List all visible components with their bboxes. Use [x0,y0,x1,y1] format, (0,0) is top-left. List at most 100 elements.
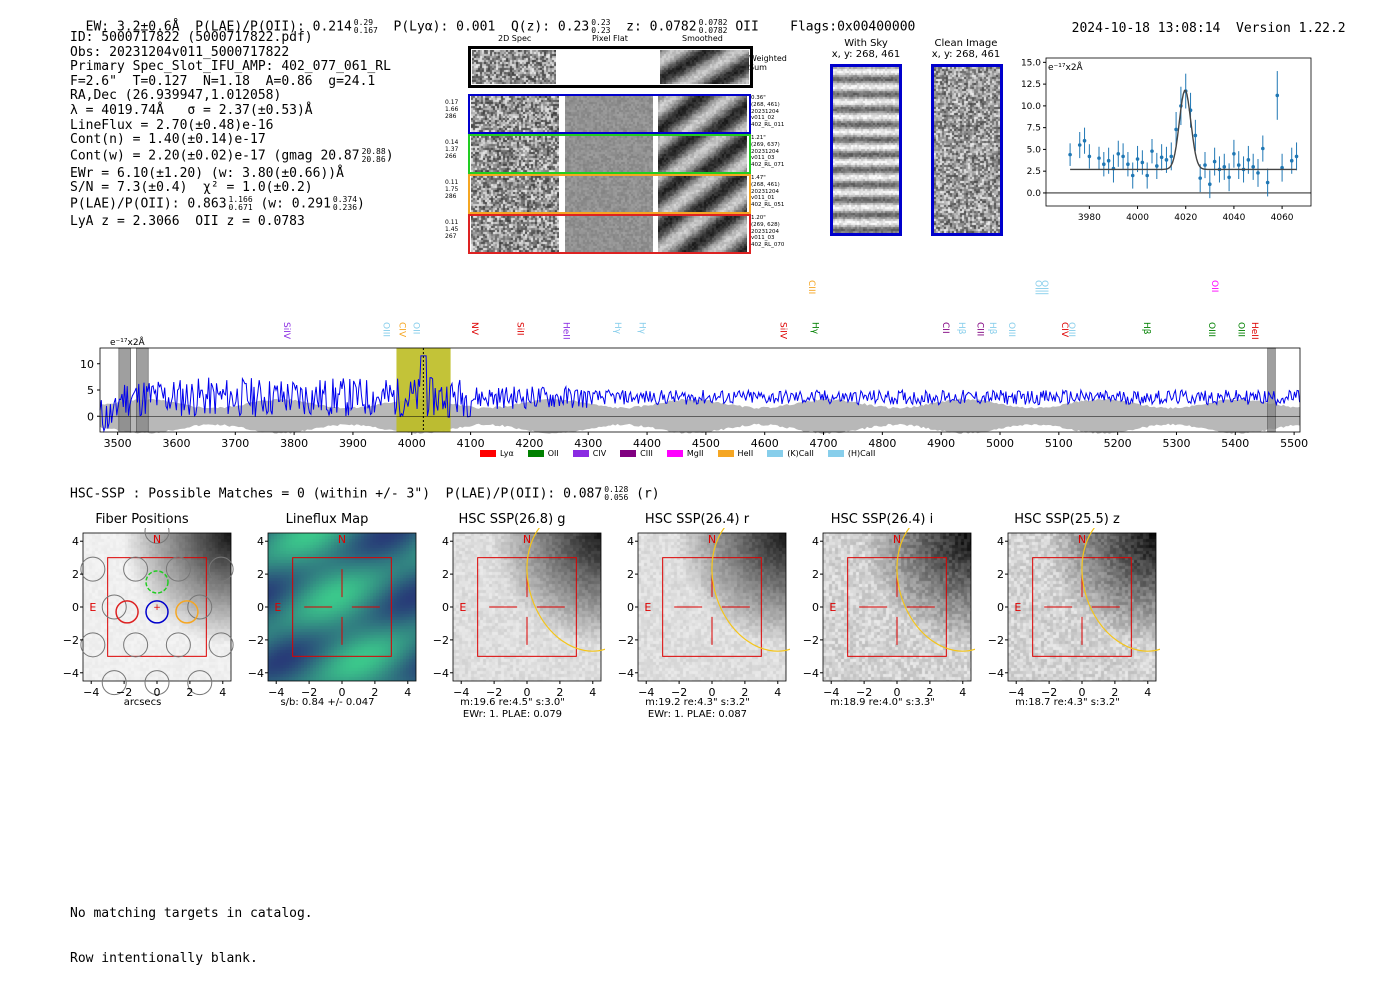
spectrum-line-label: CIII [806,280,816,294]
zoom-ytick-label: 15.0 [1021,58,1041,68]
header-plae-sub: 0.167 [353,26,378,35]
hsc-xtick-label: 4 [589,686,596,699]
legend-item: (H)CaII [827,449,875,458]
spectrum-line-label: Hβ [1141,322,1151,335]
hsc-xtick-label: −4 [268,686,284,699]
hsc-panel-plot: N E 4 2 0 −2 −4 −4 −2 0 2 4 [618,528,790,699]
hsc-xtick-label: −2 [671,686,687,699]
zoom-unit-label: e⁻¹⁷x2Å [1048,61,1084,73]
hsc-panel-title: HSC SSP(26.8) g [458,512,566,527]
hsc-xtick-label: −4 [83,686,99,699]
hsc-panel-plot: N E 4 2 0 −2 −4 −4 −2 0 2 4 [988,528,1160,699]
cutout-row-left-0: 0.17 1.66 286 [445,99,458,120]
header-qz-sup: 0.23 [591,18,611,27]
info-plae: P(LAE)/P(OII): 0.863 [70,196,227,212]
hsc-caption-line1: m:19.2 re:4.3" s:3.2" [645,697,750,708]
zoom-point [1193,133,1198,138]
hsc-panel-caption: arcsecs [60,697,225,709]
zoom-ytick-label: 2.5 [1027,167,1041,177]
cutout-row-left-val: 286 [445,193,457,200]
hsc-ytick-label: 4 [627,535,634,548]
spectrum-line-label: SiII [515,322,525,336]
hsc-xtick-label: 4 [404,686,411,699]
zoom-point [1261,146,1265,151]
hsc-galaxy-ellipse [1081,528,1160,652]
info-fwhm: F=2.6" T=0.127 N=1.18 A=0.86 g=24.1 [70,73,376,89]
hsc-east-label: E [274,601,281,614]
zoom-point [1097,156,1101,160]
cutout-row-left-2: 0.11 1.75 286 [445,179,458,200]
spectrum-xtick-label: 4000 [398,437,426,450]
info-plae-w: (w: 0.291 [260,196,331,212]
hsc-panel-title: Lineflux Map [285,512,369,527]
hsc-galaxy-ellipse [526,528,605,652]
zoom-point [1289,158,1294,163]
hsc-ytick-label: 2 [997,568,1004,581]
hsc-summary-sup: 0.128 [604,485,629,494]
info-contn: Cont(n) = 1.40(±0.14)e-17 [70,132,266,148]
header-qz: Q(z): 0.23 [510,19,590,35]
zoom-point [1102,162,1106,167]
zoom-point [1150,149,1154,153]
zoom-ytick-label: 7.5 [1027,124,1041,134]
cutout-col-label-2: Smoothed [682,34,723,43]
spectrum-line-label: Hβ [987,322,997,335]
cutout-row-right-val: v011_01 [751,195,775,202]
hsc-panel-plot: + N E 4 2 0 −2 −4 −4 −2 0 2 4 [63,528,234,699]
hsc-north-label: N [338,533,346,546]
hsc-xtick-label: 4 [219,686,226,699]
zoom-frame [1045,57,1312,207]
cutout-row-right-val: 402_RL_070 [751,242,785,249]
info-plae-sup: 1.166 [228,194,253,204]
cutout-row-right-1: 1.21" (269, 637) 20231204 v011_03 402_RL_071 [751,135,784,169]
cutout-row-left-val: 0.17 [445,99,459,106]
spectrum-xtick-label: 3700 [221,437,249,450]
hsc-east-label: E [644,601,651,614]
hsc-xtick-label: 0 [1079,686,1086,699]
spectrum-ytick-label: 5 [87,384,94,397]
spectrum-xtick-label: 4700 [810,437,838,450]
clean-image [931,64,1003,236]
hsc-panel-image [268,533,416,681]
info-plae-sub: 0.671 [228,202,253,212]
hsc-panel-4: HSC SSP(26.4) i N E 4 2 0 −2 −4 −4 −2 0 2 4 m:18.9 re… [803,512,995,727]
cutout-row-right-val: v011_03 [751,155,775,162]
legend-swatch [767,449,784,457]
zoom-point [1169,154,1174,159]
hsc-panel-plot: N E 4 2 0 −2 −4 −4 −2 0 2 4 [433,528,605,699]
fiber-circle-highlight [175,600,199,624]
hsc-panel-image [453,533,601,681]
spectrum-line-label: OIII [1039,280,1049,295]
zoom-xtick-label: 4020 [1174,213,1197,223]
fiber-circle [123,632,149,658]
info-radec: RA,Dec (26.939947,1.012058) [70,88,282,104]
hsc-xtick-label: −4 [453,686,469,699]
cutout-row-right-val: 1.21" [751,135,766,141]
fiber-circle [187,670,213,696]
spectrum-xtick-label: 3900 [339,437,367,450]
zoom-point [1265,180,1270,185]
hsc-galaxy-ellipse [896,528,975,652]
zoom-chart: e⁻¹⁷x2Å 15.0 12.5 10.0 7.5 5.0 2.5 0.0 3980 400… [1021,57,1312,223]
footer: No matching targets in catalog. Row inte… [70,876,313,981]
hsc-summary-sub: 0.056 [604,493,629,502]
spectrum-xtick-label: 5500 [1280,437,1308,450]
fiber-circle-highlight [115,600,139,624]
zoom-point [1106,158,1111,163]
spectrum-ytick-label: 10 [80,358,94,371]
spectrum-line-label: Hγ [809,322,819,335]
legend-swatch [827,449,844,457]
header-plae-sup: 0.29 [353,18,374,27]
cutout-row-right-val: 1.20" [751,215,766,221]
hsc-ytick-label: −4 [248,667,264,680]
spectrum-line-label: Hβ [956,322,966,335]
spectrum-xtick-label: 3600 [162,437,190,450]
info-plae-row: P(LAE)/P(OII): 0.863 1.166 0.671 (w: 0.291… [70,194,365,212]
info-contw-row: Cont(w) = 2.20(±0.02)e-17 (gmag 20.87 20.… [70,146,394,164]
hsc-ytick-label: 0 [997,601,1004,614]
hsc-xtick-label: 0 [339,686,346,699]
hsc-xtick-label: −2 [856,686,872,699]
hsc-panel-title: HSC SSP(26.4) r [644,512,750,527]
cutout-row-right-val: (268, 461) [751,101,780,108]
header-bar: EW: 3.2±0.6Å P(LAE)/P(OII): 0.214 0.29 0.1… [70,4,916,35]
